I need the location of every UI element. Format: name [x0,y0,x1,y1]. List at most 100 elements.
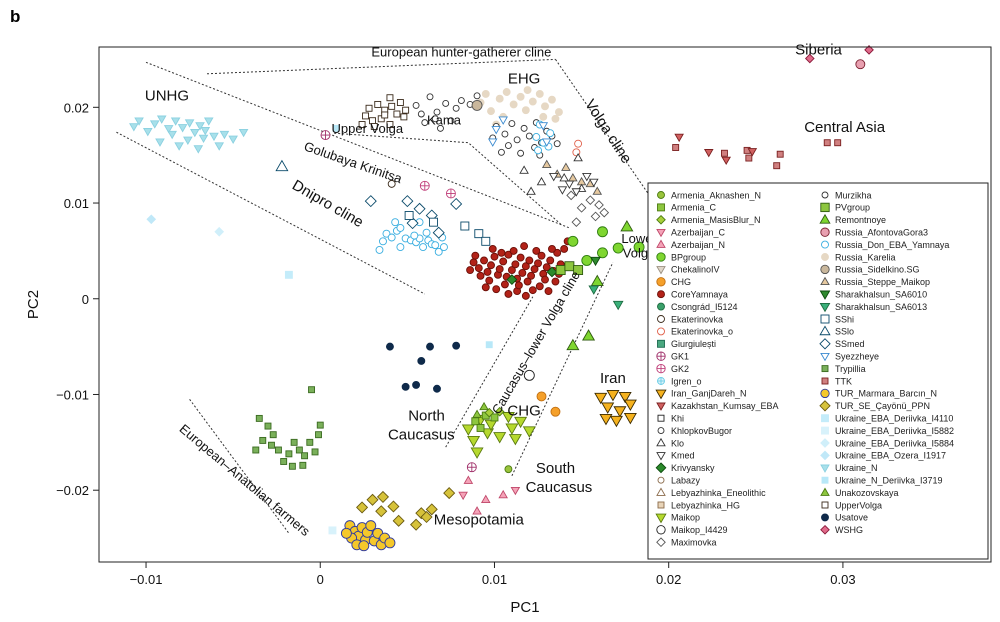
region-label: CHG [507,403,540,420]
data-point [546,256,555,265]
data-point [432,226,445,239]
legend-label: Ukraine_EBA_Deriivka_I5884 [835,438,954,448]
legend-item: Sharakhalsun_SA6013 [819,302,927,313]
data-point [252,446,260,454]
cline-label: European hunter-gatherer cline [371,45,551,60]
data-point [519,165,529,174]
data-point [747,148,758,157]
data-point [167,130,177,140]
data-point [382,229,391,238]
x-tick-label: 0.02 [656,572,681,587]
legend-item: Russia_Don_EBA_Yamnaya [821,240,949,250]
data-point [433,384,441,393]
data-point [532,246,541,255]
data-point [471,251,480,260]
data-point [581,255,593,266]
data-point [507,266,516,274]
x-tick-label: 0.01 [482,572,507,587]
data-point [386,121,394,128]
data-point [193,145,204,154]
data-point [174,142,184,151]
legend-marker [819,290,831,300]
region-label: Central Asia [804,119,886,136]
cline-line [334,132,562,225]
data-point [672,144,680,151]
legend-marker [657,191,665,199]
data-point [474,264,483,273]
legend-item: Russia_Karelia [821,252,896,262]
legend-item: Russia_Steppe_Maikop [820,276,930,287]
data-point [396,99,404,106]
data-points [129,45,874,552]
data-point [521,262,530,271]
legend-item: Ekaterinovka_o [657,327,733,337]
data-point [134,117,144,126]
cline-label: Volga cline [581,97,635,167]
data-point [163,125,174,134]
data-point [588,285,600,295]
data-point [156,115,167,124]
data-point [384,537,396,549]
data-point [523,86,532,95]
legend-label: Syezzheye [835,352,879,362]
legend-label: CoreYamnaya [671,290,728,300]
data-point [504,142,512,150]
data-point [504,465,513,474]
data-point [855,59,866,70]
legend-marker [821,191,829,199]
legend-label: Russia_AfontovaGora3 [835,228,928,238]
data-point [623,413,637,425]
data-point [513,136,521,144]
legend-marker [657,315,665,323]
legend-marker [656,214,666,225]
data-point [155,138,165,147]
data-point [358,540,370,552]
cline-line [116,131,426,295]
data-point [514,281,523,290]
legend-item: Syezzheye [820,352,879,362]
legend-marker [657,476,665,484]
data-point [582,329,596,341]
data-point [280,458,288,465]
data-point [528,286,537,295]
data-point [501,130,509,138]
data-point [535,89,544,98]
legend-label: BPgroup [671,252,706,262]
legend-label: Csongrád_I5124 [671,302,738,312]
legend-item: BPgroup [656,252,706,262]
cline-line [445,296,534,448]
y-tick-label: −0.01 [56,387,89,402]
legend-marker [821,365,829,373]
data-point [590,211,601,222]
data-point [443,487,456,500]
data-point [501,412,515,424]
data-point [404,211,414,220]
legend: Armenia_Aknashen_N Armenia_C Armenia_Masis… [647,182,989,560]
legend-item: GK1 [656,352,689,362]
data-point [388,102,396,110]
data-point [284,270,293,279]
data-point [599,207,610,218]
legend-label: WSHG [835,525,863,535]
data-point [537,251,546,260]
data-point [567,235,579,247]
region-label: Caucasus [388,426,455,443]
data-point [375,505,388,518]
legend-item: Russia_AfontovaGora3 [820,228,928,238]
data-point [480,256,488,265]
legend-item: Trypillia [821,364,866,374]
legend-item: SSmed [819,338,865,350]
data-point [510,486,521,496]
legend-box [647,182,989,560]
data-point [521,106,530,115]
y-tick-label: 0.01 [64,196,89,211]
legend-label: Iran_GanjDareh_N [671,389,747,399]
legend-marker [656,228,666,238]
legend-item: Ukraine_EBA_Deriivka_I5884 [820,438,954,448]
legend-label: Sharakhalsun_SA6010 [835,290,927,300]
data-point [511,260,520,269]
data-point [377,115,385,123]
data-point [623,399,637,411]
cline-lines [116,58,661,534]
